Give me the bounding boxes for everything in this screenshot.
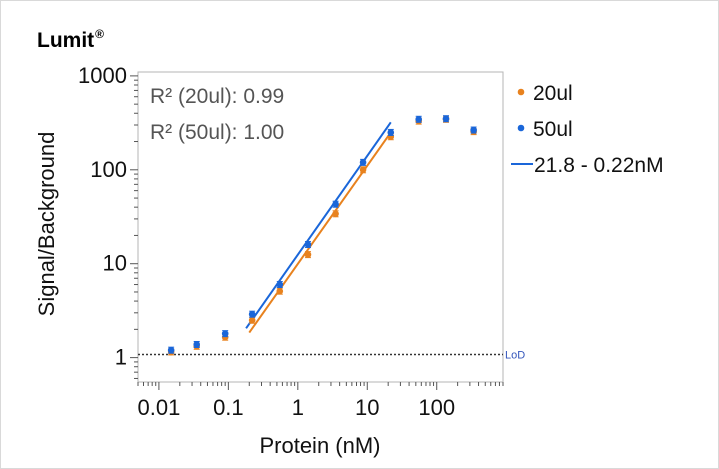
- data-point-50ul: [359, 159, 367, 166]
- legend-marker-dot: [517, 124, 525, 132]
- fit-line-20ul: [248, 131, 392, 334]
- data-point-50ul: [248, 310, 256, 318]
- r2-annotation: R² (50ul): 1.00: [150, 121, 284, 144]
- x-axis: 0.01 0.1 1 10 100: [137, 382, 504, 420]
- annotations: R² (20ul): 0.99 R² (50ul): 1.00: [150, 85, 284, 144]
- data-point-50ul: [332, 200, 339, 208]
- brand-title: Lumit®: [37, 27, 104, 53]
- brand-name: Lumit: [37, 29, 95, 52]
- data-point-20ul: [332, 210, 339, 218]
- data-point-50ul: [415, 115, 422, 123]
- registered-mark: ®: [95, 27, 104, 41]
- y-tick-label: 10: [103, 251, 127, 276]
- data-point-20ul: [248, 316, 256, 324]
- data-point-50ul: [193, 341, 200, 348]
- y-tick-label: 1: [115, 345, 127, 370]
- data-points: [167, 115, 477, 356]
- data-point-50ul: [442, 115, 450, 123]
- x-tick-label: 1: [292, 395, 304, 420]
- data-point-20ul: [359, 166, 367, 174]
- y-tick-label: 1000: [78, 63, 127, 88]
- data-point-50ul: [304, 241, 312, 248]
- y-axis: 1 10 100 1000: [78, 63, 138, 379]
- x-tick-label: 100: [418, 395, 455, 420]
- x-tick-label: 0.1: [213, 395, 244, 420]
- data-point-20ul: [276, 287, 284, 295]
- legend-label: 20ul: [533, 82, 573, 105]
- x-tick-label: 10: [355, 395, 379, 420]
- fit-line-50ul: [245, 121, 392, 329]
- y-axis-title: Signal/Background: [34, 132, 59, 317]
- data-point-50ul: [221, 330, 229, 337]
- fit-lines: [245, 121, 392, 334]
- data-point-50ul: [470, 126, 477, 134]
- legend: 20ul 50ul 21.8 - 0.22nM: [511, 82, 664, 177]
- x-axis-title: Protein (nM): [259, 433, 380, 458]
- r2-annotation: R² (20ul): 0.99: [150, 85, 284, 108]
- legend-label: 21.8 - 0.22nM: [534, 154, 664, 177]
- legend-marker-dot: [517, 88, 525, 96]
- data-point-50ul: [276, 281, 284, 288]
- plot-area: [137, 71, 504, 383]
- y-tick-label: 100: [90, 157, 127, 182]
- lod-group: LoD: [138, 349, 525, 361]
- x-tick-label: 0.01: [137, 395, 180, 420]
- data-point-20ul: [304, 251, 312, 258]
- lod-label: LoD: [505, 349, 525, 361]
- data-point-50ul: [387, 129, 395, 136]
- legend-label: 50ul: [533, 118, 573, 141]
- plot-frame: [137, 71, 504, 383]
- data-point-50ul: [167, 346, 175, 354]
